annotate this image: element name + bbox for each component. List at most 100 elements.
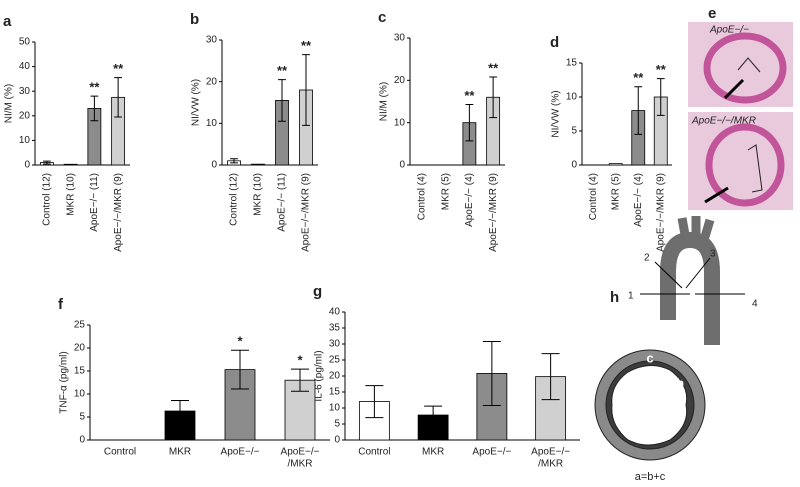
bar [224, 369, 256, 441]
panel-letter: c [378, 9, 386, 26]
y-tick-label: 20 [19, 110, 31, 121]
bar [251, 163, 265, 166]
cut-label: 3 [710, 249, 716, 260]
y-axis-label: TNF-α (pg/ml) [59, 351, 70, 413]
x-tick-label: MKR [169, 447, 191, 458]
x-tick-label: Control (12) [229, 173, 240, 226]
x-tick-label: MKR (10) [65, 173, 76, 216]
error-bar [171, 399, 189, 423]
y-tick-label: 30 [394, 33, 406, 44]
cut-label: 1 [628, 291, 634, 302]
x-tick-label: ApoE−/− [221, 447, 260, 458]
caption: ApoE−/− [709, 25, 749, 36]
y-tick-label: 0 [399, 160, 405, 171]
x-tick-label: ApoE−/−/MKR (9) [655, 173, 666, 252]
y-tick-label: 20 [74, 343, 86, 354]
y-tick-label: 50 [19, 37, 31, 48]
y-axis-label: IL-6 (pg/ml) [314, 350, 325, 401]
vessel [703, 32, 787, 104]
y-tick-label: 25 [74, 320, 86, 331]
branch [677, 217, 691, 241]
arrow [704, 186, 729, 204]
error-bar [114, 77, 123, 118]
schematic: h 1 2 3 4 c b a=b+c [594, 216, 758, 483]
y-tick-label: 10 [19, 135, 31, 146]
x-tick-label: ApoE−/− [281, 447, 320, 458]
y-tick-label: 25 [329, 355, 341, 366]
error-bar [465, 103, 474, 142]
x-tick-label: Control (12) [42, 173, 53, 226]
y-tick-label: 0 [334, 435, 340, 446]
branch [699, 218, 715, 242]
x-tick-label: MKR [422, 447, 444, 458]
panel-letter: h [610, 289, 619, 306]
x-tick-label: MKR (10) [253, 173, 264, 216]
y-tick-label: 10 [394, 117, 406, 128]
panel-letter: e [708, 5, 716, 22]
x-tick-label: ApoE−/− (11) [277, 173, 288, 232]
panel-letter: b [190, 11, 199, 28]
significance: * [297, 353, 303, 368]
error-bar [656, 78, 665, 116]
significance: ** [633, 70, 644, 85]
y-tick-label: 40 [19, 61, 31, 72]
y-tick-label: 15 [566, 58, 578, 69]
error-bar [291, 368, 309, 392]
y-tick-label: 10 [74, 389, 86, 400]
y-tick-label: 40 [329, 307, 341, 318]
y-tick-label: 30 [19, 86, 31, 97]
y-tick-label: 0 [211, 160, 217, 171]
error-bar [541, 353, 560, 401]
cut-line [654, 261, 683, 289]
bar [417, 414, 449, 441]
error-bar [230, 158, 238, 164]
significance: ** [113, 61, 124, 76]
significance: ** [488, 60, 499, 75]
aorta [660, 231, 720, 345]
y-axis-label: NI/M (%) [379, 82, 390, 121]
image-panel: e ApoE−/− ApoE−/−/MKR [688, 5, 793, 210]
error-bar [424, 405, 443, 425]
y-tick-label: 15 [74, 366, 86, 377]
y-tick-label: 20 [206, 76, 218, 87]
x-tick-label: Control (4) [417, 173, 428, 220]
x-tick-label: Control [358, 447, 390, 458]
error-bar [278, 79, 286, 122]
significance: ** [277, 63, 288, 78]
y-tick-label: 15 [329, 387, 341, 398]
y-tick-label: 20 [329, 371, 341, 382]
x-tick-label: Control (4) [588, 173, 599, 220]
y-tick-label: 10 [566, 92, 578, 103]
significance: ** [464, 88, 475, 103]
y-tick-label: 0 [79, 435, 85, 446]
error-bar [231, 349, 249, 390]
panel-letter: f [58, 296, 64, 313]
y-tick-label: 30 [206, 35, 218, 46]
x-tick-label: ApoE−/−/MKR (9) [113, 173, 124, 252]
cut-label: 2 [644, 253, 650, 264]
y-tick-label: 20 [394, 75, 406, 86]
y-axis-label: NI/M (%) [4, 84, 15, 123]
significance: ** [301, 38, 312, 53]
cut-line [685, 257, 711, 289]
error-bar [42, 160, 51, 165]
error-bar [302, 54, 310, 126]
vessel [705, 123, 785, 207]
x-tick-label: MKR (5) [440, 173, 451, 210]
bar [63, 163, 78, 166]
significance: * [237, 334, 243, 349]
y-tick-label: 5 [334, 419, 340, 430]
x-tick-label: ApoE−/− (4) [633, 173, 644, 227]
panel-letter: d [550, 34, 559, 51]
y-axis-label: NI/VW (%) [551, 90, 562, 137]
ring-label: b [676, 375, 684, 390]
y-tick-label: 30 [329, 339, 341, 350]
caption: ApoE−/−/MKR [691, 116, 756, 127]
error-bar [489, 76, 498, 119]
y-tick-label: 5 [79, 412, 85, 423]
x-tick-label: /MKR [288, 459, 313, 470]
x-tick-label: ApoE−/− [472, 447, 511, 458]
y-axis-label: NI/VW (%) [191, 79, 202, 126]
y-tick-label: 35 [329, 323, 341, 334]
